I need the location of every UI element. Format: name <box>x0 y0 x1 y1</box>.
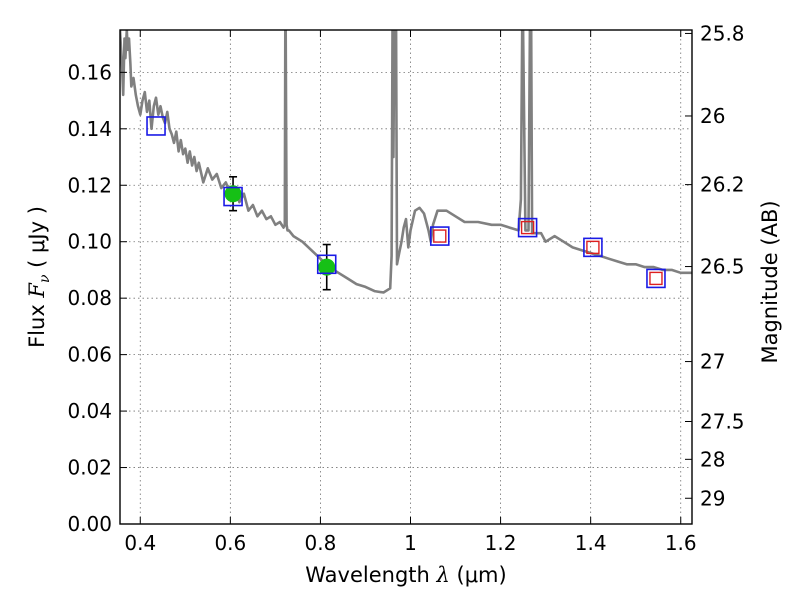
y2-tick-label: 29 <box>700 486 725 510</box>
x-tick-label: 0.8 <box>305 531 337 555</box>
y2-tick-label: 26 <box>700 104 725 128</box>
y2-tick-label: 27.5 <box>700 410 745 434</box>
x-axis-label: Wavelength λ (μm) <box>305 563 506 587</box>
y2-tick-label: 26.2 <box>700 173 745 197</box>
y-tick-label: 0.14 <box>67 117 112 141</box>
y2-tick-label: 28 <box>700 447 725 471</box>
predicted-point <box>649 271 663 286</box>
model-point <box>429 226 450 246</box>
y2-axis-label: Magnitude (AB) <box>758 200 782 363</box>
model-point <box>316 254 337 275</box>
model-point <box>146 116 166 136</box>
x-tick-label: 1.4 <box>575 531 607 555</box>
x-tick-label: 0.6 <box>214 531 246 555</box>
model-point <box>517 217 538 238</box>
y-tick-label: 0.06 <box>67 343 112 367</box>
y-tick-label: 0.10 <box>67 230 112 254</box>
observed-point <box>318 258 336 276</box>
plot-frame <box>119 29 693 525</box>
axis-ticks: 0.4 0.6 0.8 1 1.2 1.4 1.6 0.00 0.02 0.04 0.06 0.08 0… <box>67 21 744 555</box>
predicted-point <box>520 220 535 235</box>
y-tick-label: 0.12 <box>67 173 112 197</box>
y-tick-label: 0.02 <box>67 456 112 480</box>
predicted-point <box>433 229 447 243</box>
y-axis-label: Flux Fν ( μJy ) <box>25 206 53 348</box>
predicted-point <box>586 240 600 255</box>
plot-area <box>120 30 692 294</box>
y-tick-label: 0.08 <box>67 286 112 310</box>
x-tick-label: 1.2 <box>485 531 517 555</box>
y-tick-label: 0.16 <box>67 60 112 84</box>
y2-tick-label: 26.5 <box>700 255 745 279</box>
x-tick-label: 0.4 <box>124 531 156 555</box>
model-point <box>646 268 666 289</box>
x-tick-label: 1 <box>404 531 417 555</box>
grid <box>120 30 692 525</box>
x-tick-label: 1.6 <box>665 531 697 555</box>
model-point <box>583 237 603 258</box>
y2-tick-label: 27 <box>700 350 725 374</box>
observed-point <box>224 185 242 203</box>
model-point <box>223 186 243 207</box>
template-spectrum-line <box>120 30 692 294</box>
y-tick-label: 0.00 <box>67 512 112 536</box>
y2-tick-label: 25.8 <box>700 21 745 45</box>
y-tick-label: 0.04 <box>67 399 112 423</box>
